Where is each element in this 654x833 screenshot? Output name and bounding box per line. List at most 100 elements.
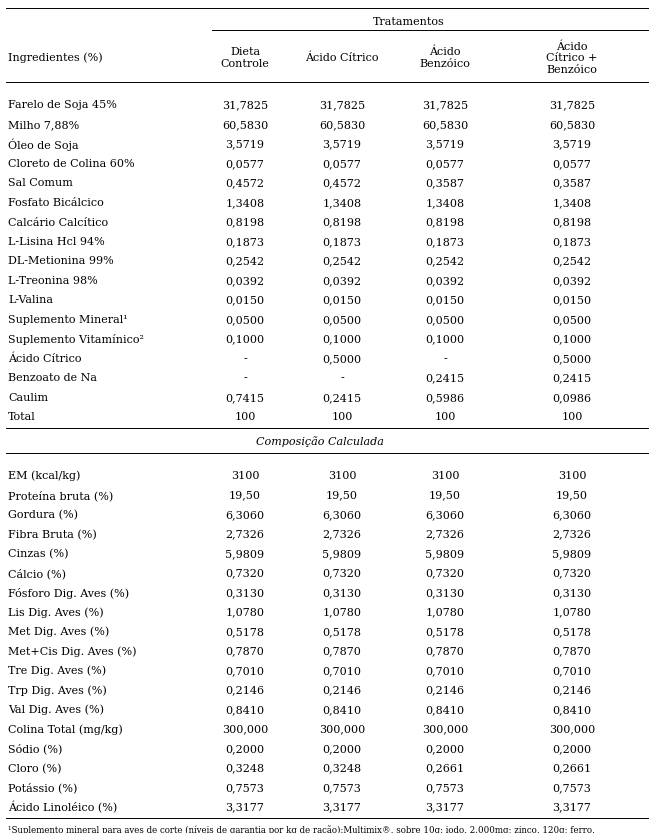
Text: 0,2146: 0,2146: [322, 686, 362, 696]
Text: 0,3130: 0,3130: [226, 588, 265, 598]
Text: 0,0500: 0,0500: [553, 315, 592, 325]
Text: 0,2000: 0,2000: [553, 744, 592, 754]
Text: 1,3408: 1,3408: [553, 198, 592, 208]
Text: 6,3060: 6,3060: [322, 510, 362, 520]
Text: 60,5830: 60,5830: [549, 120, 595, 130]
Text: Ácido Cítrico: Ácido Cítrico: [8, 354, 82, 364]
Text: 0,8410: 0,8410: [426, 705, 464, 715]
Text: 1,0780: 1,0780: [553, 607, 591, 617]
Text: 0,2542: 0,2542: [322, 257, 362, 267]
Text: 3,3177: 3,3177: [322, 803, 362, 813]
Text: Suplemento Mineral¹: Suplemento Mineral¹: [8, 315, 128, 325]
Text: 60,5830: 60,5830: [422, 120, 468, 130]
Text: 0,2146: 0,2146: [426, 686, 464, 696]
Text: 1,3408: 1,3408: [322, 198, 362, 208]
Text: 300,000: 300,000: [549, 725, 595, 735]
Text: 6,3060: 6,3060: [426, 510, 464, 520]
Text: DL-Metionina 99%: DL-Metionina 99%: [8, 257, 114, 267]
Text: -: -: [443, 354, 447, 364]
Text: 0,7870: 0,7870: [226, 646, 264, 656]
Text: Suplemento Vitamínico²: Suplemento Vitamínico²: [8, 334, 144, 345]
Text: 0,5986: 0,5986: [426, 393, 464, 403]
Text: 60,5830: 60,5830: [222, 120, 268, 130]
Text: 0,0150: 0,0150: [226, 296, 265, 306]
Text: 0,7010: 0,7010: [322, 666, 362, 676]
Text: 0,0577: 0,0577: [226, 159, 264, 169]
Text: 0,1873: 0,1873: [553, 237, 591, 247]
Text: 5,9809: 5,9809: [553, 549, 592, 559]
Text: Colina Total (mg/kg): Colina Total (mg/kg): [8, 725, 123, 735]
Text: Total: Total: [8, 412, 36, 422]
Text: Composição Calculada: Composição Calculada: [256, 436, 384, 447]
Text: ¹Suplemento mineral para aves de corte (níveis de garantia por kg de ração):Mult: ¹Suplemento mineral para aves de corte (…: [8, 826, 595, 833]
Text: Milho 7,88%: Milho 7,88%: [8, 120, 79, 130]
Text: 0,5178: 0,5178: [553, 627, 591, 637]
Text: 2,7326: 2,7326: [226, 530, 264, 540]
Text: 3,3177: 3,3177: [426, 803, 464, 813]
Text: 0,3248: 0,3248: [226, 764, 265, 774]
Text: 0,3130: 0,3130: [426, 588, 464, 598]
Text: Óleo de Soja: Óleo de Soja: [8, 138, 78, 151]
Text: 0,0986: 0,0986: [553, 393, 592, 403]
Text: 0,7010: 0,7010: [426, 666, 464, 676]
Text: 0,1873: 0,1873: [426, 237, 464, 247]
Text: 0,7870: 0,7870: [553, 646, 591, 656]
Text: Dieta
Controle: Dieta Controle: [220, 47, 269, 69]
Text: 1,0780: 1,0780: [226, 607, 264, 617]
Text: 0,8198: 0,8198: [426, 217, 464, 227]
Text: -: -: [243, 373, 247, 383]
Text: Met+Cis Dig. Aves (%): Met+Cis Dig. Aves (%): [8, 646, 137, 657]
Text: Ácido Linoléico (%): Ácido Linoléico (%): [8, 801, 117, 814]
Text: 0,1000: 0,1000: [322, 335, 362, 345]
Text: EM (kcal/kg): EM (kcal/kg): [8, 471, 80, 481]
Text: 0,1000: 0,1000: [553, 335, 592, 345]
Text: 3,3177: 3,3177: [226, 803, 264, 813]
Text: Fósforo Dig. Aves (%): Fósforo Dig. Aves (%): [8, 587, 129, 599]
Text: Caulim: Caulim: [8, 393, 48, 403]
Text: 0,1873: 0,1873: [226, 237, 264, 247]
Text: Cinzas (%): Cinzas (%): [8, 549, 69, 559]
Text: 0,0392: 0,0392: [226, 276, 265, 286]
Text: Ácido Cítrico: Ácido Cítrico: [305, 52, 379, 63]
Text: 0,8410: 0,8410: [226, 705, 265, 715]
Text: 0,0577: 0,0577: [322, 159, 362, 169]
Text: 0,7870: 0,7870: [426, 646, 464, 656]
Text: Val Dig. Aves (%): Val Dig. Aves (%): [8, 705, 104, 716]
Text: 100: 100: [561, 412, 583, 422]
Text: 0,0150: 0,0150: [322, 296, 362, 306]
Text: 0,7320: 0,7320: [426, 569, 464, 579]
Text: 0,7415: 0,7415: [226, 393, 264, 403]
Text: 300,000: 300,000: [319, 725, 365, 735]
Text: 3,5719: 3,5719: [426, 139, 464, 149]
Text: Potássio (%): Potássio (%): [8, 783, 77, 794]
Text: 0,0577: 0,0577: [553, 159, 591, 169]
Text: 100: 100: [234, 412, 256, 422]
Text: 0,7320: 0,7320: [553, 569, 591, 579]
Text: 0,7573: 0,7573: [553, 783, 591, 793]
Text: Met Dig. Aves (%): Met Dig. Aves (%): [8, 626, 109, 637]
Text: Proteína bruta (%): Proteína bruta (%): [8, 491, 113, 501]
Text: 31,7825: 31,7825: [222, 101, 268, 111]
Text: 0,2542: 0,2542: [426, 257, 464, 267]
Text: 60,5830: 60,5830: [319, 120, 365, 130]
Text: 0,8198: 0,8198: [322, 217, 362, 227]
Text: 1,0780: 1,0780: [322, 607, 362, 617]
Text: 0,5178: 0,5178: [226, 627, 264, 637]
Text: 300,000: 300,000: [422, 725, 468, 735]
Text: 100: 100: [332, 412, 353, 422]
Text: 3100: 3100: [431, 471, 459, 481]
Text: 6,3060: 6,3060: [553, 510, 592, 520]
Text: Sódio (%): Sódio (%): [8, 744, 62, 755]
Text: 0,2415: 0,2415: [322, 393, 362, 403]
Text: 0,2415: 0,2415: [426, 373, 464, 383]
Text: 0,2146: 0,2146: [226, 686, 265, 696]
Text: Sal Comum: Sal Comum: [8, 178, 73, 188]
Text: 0,3587: 0,3587: [426, 178, 464, 188]
Text: 0,7320: 0,7320: [322, 569, 362, 579]
Text: 0,2000: 0,2000: [322, 744, 362, 754]
Text: -: -: [243, 354, 247, 364]
Text: 0,0500: 0,0500: [322, 315, 362, 325]
Text: 300,000: 300,000: [222, 725, 268, 735]
Text: 0,3248: 0,3248: [322, 764, 362, 774]
Text: 0,4572: 0,4572: [322, 178, 362, 188]
